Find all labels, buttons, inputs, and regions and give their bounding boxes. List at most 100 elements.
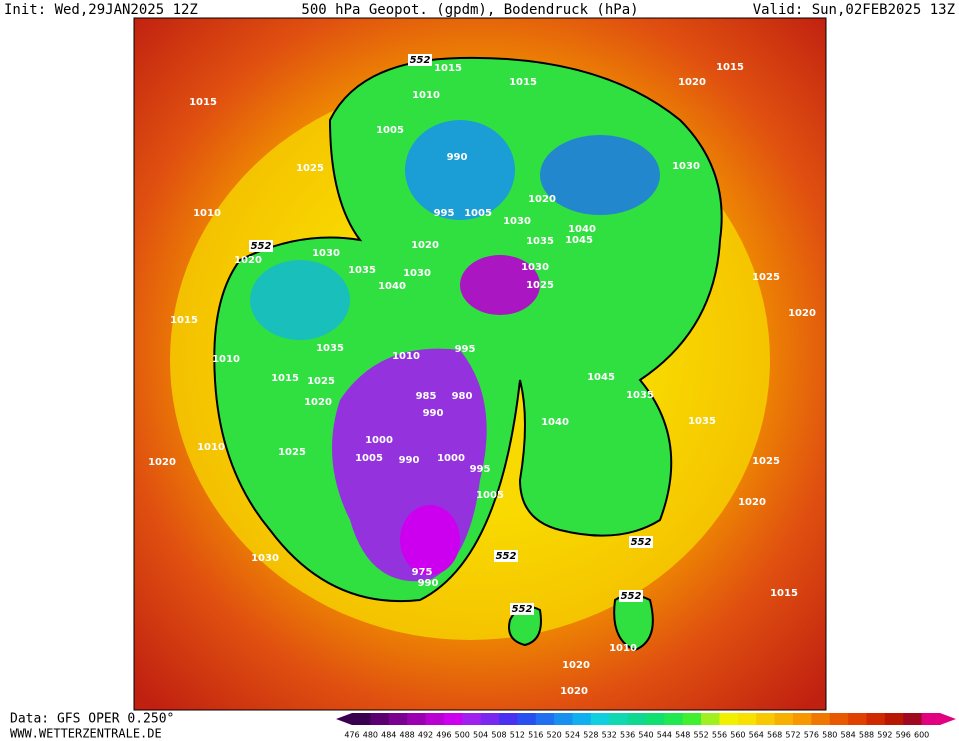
contour-label: 552 <box>631 537 652 548</box>
contour-label-box <box>629 536 653 548</box>
colorbar-label: 536 <box>620 731 635 740</box>
colorbar-swatch <box>884 713 904 725</box>
isobar-label: 1020 <box>234 255 262 266</box>
colorbar-label: 496 <box>436 731 451 740</box>
contour-label: 552 <box>621 591 642 602</box>
isobar-label: 1025 <box>296 163 324 174</box>
isobar-label: 1010 <box>392 351 420 362</box>
colorbar-label: 576 <box>804 731 819 740</box>
colorbar-label: 588 <box>859 731 874 740</box>
isobar-label: 1040 <box>378 281 406 292</box>
colorbar-swatch <box>407 713 426 725</box>
colorbar-label: 544 <box>657 731 672 740</box>
colorbar-label: 560 <box>730 731 745 740</box>
colorbar-label: 540 <box>638 731 653 740</box>
isobar-label: 1010 <box>412 90 440 101</box>
colorbar-swatch <box>829 713 849 725</box>
colorbar-label: 580 <box>822 731 837 740</box>
isobar-label: 1000 <box>365 435 393 446</box>
colorbar-swatch <box>462 713 482 725</box>
isobar-label: 1010 <box>609 643 637 654</box>
colorbar-label: 504 <box>473 731 488 740</box>
colorbar-label: 488 <box>399 731 414 740</box>
isobar-label: 1030 <box>312 248 340 259</box>
isobar-label: 1035 <box>348 265 376 276</box>
colorbar-swatch <box>425 713 445 725</box>
isobar-label: 1015 <box>770 588 798 599</box>
isobar-label: 1030 <box>521 262 549 273</box>
isobar-label: 985 <box>416 391 437 402</box>
colorbar-label: 568 <box>767 731 782 740</box>
isobar-label: 1035 <box>316 343 344 354</box>
colorbar-swatch <box>793 713 812 725</box>
colorbar-swatch <box>370 713 390 725</box>
colorbar-label: 556 <box>712 731 727 740</box>
isobar-label: 1040 <box>541 417 569 428</box>
colorbar-label: 532 <box>602 731 617 740</box>
init-text: Init: Wed,29JAN2025 12Z <box>4 2 198 18</box>
colorbar-swatch <box>646 713 665 725</box>
low-cyan <box>250 260 350 340</box>
colorbar-label: 484 <box>381 731 396 740</box>
isobar-label: 1040 <box>568 224 596 235</box>
isobar-label: 1010 <box>193 208 221 219</box>
isobar-label: 1035 <box>526 236 554 247</box>
contour-label-box <box>510 603 534 615</box>
colorbar-swatch <box>664 713 684 725</box>
colorbar-arrow-left <box>336 713 352 725</box>
isobar-label: 1015 <box>170 315 198 326</box>
isobar-label: 990 <box>418 578 439 589</box>
contour-label: 552 <box>410 55 431 66</box>
isobar-label: 1025 <box>752 272 780 283</box>
colorbar-swatch <box>352 713 371 725</box>
isobar-label: 995 <box>470 464 491 475</box>
title: 500 hPa Geopot. (gpdm), Bodendruck (hPa) <box>301 2 638 18</box>
isobar-label: 1020 <box>560 686 588 697</box>
contour-label-box <box>494 550 518 562</box>
colorbar-swatch <box>848 713 867 725</box>
colorbar-label: 516 <box>528 731 543 740</box>
colorbar-swatch <box>682 713 702 725</box>
colorbar-swatch <box>774 713 794 725</box>
isobar-label: 1005 <box>376 125 404 136</box>
isobar-label: 1020 <box>738 497 766 508</box>
isobar-label: 1025 <box>752 456 780 467</box>
colorbar-label: 600 <box>914 731 929 740</box>
colorbar-swatch <box>903 713 923 725</box>
contour-label: 552 <box>512 604 533 615</box>
colorbar-label: 564 <box>749 731 764 740</box>
colorbar-swatch <box>609 713 629 725</box>
colorbar-label: 476 <box>344 731 359 740</box>
isobar-label: 1030 <box>503 216 531 227</box>
colorbar-label: 596 <box>896 731 911 740</box>
isobar-label: 1020 <box>304 397 332 408</box>
isobar-label: 990 <box>399 455 420 466</box>
valid-text: Valid: Sun,02FEB2025 13Z <box>753 2 955 18</box>
colorbar-swatch <box>811 713 831 725</box>
isobar-label: 990 <box>423 408 444 419</box>
contour-label: 552 <box>251 241 272 252</box>
colorbar-swatch <box>737 713 757 725</box>
isobar-label: 1020 <box>148 457 176 468</box>
isobar-label: 1030 <box>403 268 431 279</box>
isobar-label: 1015 <box>716 62 744 73</box>
isobar-label: 1010 <box>212 354 240 365</box>
colorbar-label: 572 <box>785 731 800 740</box>
colorbar-swatch <box>921 713 941 725</box>
colorbar-swatch <box>719 713 739 725</box>
contour-label-box <box>408 54 432 66</box>
isobar-label: 1015 <box>189 97 217 108</box>
contour-label: 552 <box>496 551 517 562</box>
colorbar-swatch <box>701 713 720 725</box>
colorbar-swatch <box>866 713 886 725</box>
contour-label-box <box>619 590 643 602</box>
colorbar-label: 548 <box>675 731 690 740</box>
isobar-label: 1010 <box>197 442 225 453</box>
low-blue <box>540 135 660 215</box>
site: WWW.WETTERZENTRALE.DE <box>10 727 162 741</box>
isobar-label: 1020 <box>788 308 816 319</box>
